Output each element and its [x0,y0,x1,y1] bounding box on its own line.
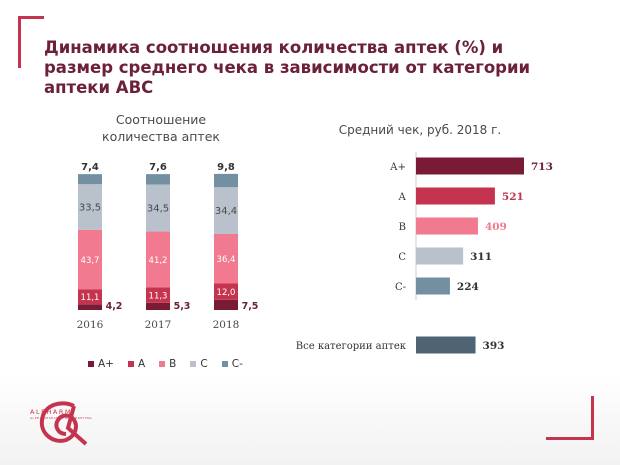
slide-title: Динамика соотношения количества аптек (%… [44,38,531,97]
corner-accent-bottom-vertical [591,396,594,440]
legend-swatch [221,361,228,367]
legend-swatch [159,361,166,367]
bar-A+-2016 [78,304,102,310]
value-label: 409 [485,221,507,233]
bar-A-2016 [78,289,102,305]
bar-C-2017 [146,184,170,232]
legend-swatch [127,361,134,367]
value-label: 224 [457,281,479,293]
legend-swatch [88,361,94,367]
chart2-title: Средний чек, руб. 2018 г. [338,123,502,137]
data-label: 34,4 [215,206,237,217]
bar-A-2018 [214,283,238,300]
legend-label: B [169,358,177,370]
bar-5 [416,336,476,354]
legend-label: C- [231,358,243,370]
category-label: С- [395,282,406,293]
value-label: 311 [470,251,492,263]
legend-swatch [190,361,197,367]
bar-A+-2017 [146,302,170,310]
bar-4 [416,277,450,295]
bar-B-2018 [214,233,238,284]
bar-C--2018 [214,173,238,188]
stacked-bar-chart: 4,2 11,1 43,7 33,5 7,4 2016 5,3 11,3 41,2 34,5 7,6… [77,162,259,331]
data-label: 36,4 [217,255,236,265]
chart1-title: Соотношение количества аптек [102,112,220,144]
data-label: 43,7 [81,256,100,266]
legend-item: B [159,358,176,370]
data-label: 34,5 [147,203,169,214]
data-label: 41,2 [149,256,168,266]
category-label: А [398,192,406,203]
bottom-band [0,372,620,465]
data-label: 5,3 [174,301,191,312]
legend-label: A [137,358,146,370]
logo-tagline: ALPHA RESEARCH & MARKETING [30,416,93,420]
data-label: 12,0 [217,288,236,298]
bar-B-2017 [146,231,170,288]
value-label: 393 [483,340,505,352]
data-label: 9,8 [217,162,235,173]
legend-item: C- [221,358,243,370]
legend-label: A+ [98,358,114,370]
bar-0 [416,157,524,175]
data-label: 7,4 [81,162,99,173]
category-label: С [398,252,406,263]
alpharm-logo-icon [39,401,88,446]
x-tick-label: 2017 [145,319,172,331]
bar-2 [416,217,478,235]
corner-accent-bottom-horizontal [546,437,594,440]
data-label: 7,6 [149,162,167,173]
legend-label: C [200,358,208,370]
data-label: 11,3 [149,292,168,302]
chart1-legend: A+ A B C C- [88,358,243,370]
bar-C-2018 [214,187,238,234]
bar-3 [416,247,464,265]
bar-A-2017 [146,287,170,303]
value-label: 713 [531,161,553,173]
category-label: Все категории аптек [296,341,407,352]
corner-accent-top-vertical [18,16,21,68]
data-label: 4,2 [106,301,123,312]
x-tick-label: 2018 [213,319,240,331]
bar-A+-2018 [214,299,238,310]
value-label: 521 [502,191,524,203]
legend-item: A [127,358,146,370]
bar-B-2016 [78,229,102,290]
logo-name: ALPHARM [30,408,72,416]
bar-1 [416,187,495,205]
data-label: 33,5 [79,202,101,213]
bar-C--2016 [78,174,102,185]
bar-C-2016 [78,184,102,230]
x-tick-label: 2016 [77,319,104,331]
data-label: 11,1 [81,293,100,303]
category-label: А+ [390,162,406,173]
bar-C--2017 [146,174,170,185]
legend-item: A+ [88,358,114,370]
legend-item: C [190,358,208,370]
data-label: 7,5 [242,301,259,312]
category-label: В [399,222,406,233]
horizontal-bar-chart: А+ 713 А 521 В 409 С 311 С- 224 Все категории апте… [296,152,553,354]
corner-accent-top-horizontal [18,16,44,19]
